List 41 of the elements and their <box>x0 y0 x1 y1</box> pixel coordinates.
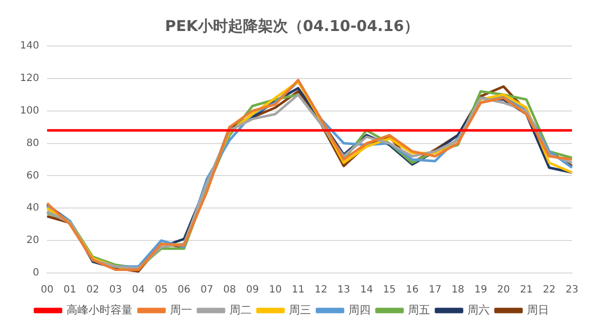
x-tick-label: 09 <box>246 284 259 296</box>
y-tick-label: 80 <box>26 138 40 149</box>
x-tick-label: 06 <box>178 284 190 296</box>
y-tick-label: 120 <box>20 73 40 84</box>
legend-label: 高峰小时容量 <box>66 303 132 316</box>
legend-label: 周五 <box>408 303 430 316</box>
legend-label: 周二 <box>230 303 252 316</box>
x-tick-label: 01 <box>64 284 76 296</box>
x-tick-label: 07 <box>200 284 214 296</box>
legend-label: 周六 <box>468 303 490 316</box>
y-tick-label: 40 <box>26 202 40 214</box>
x-tick-label: 21 <box>520 284 533 296</box>
y-tick-label: 100 <box>20 105 40 116</box>
legend-label: 周三 <box>289 303 311 316</box>
x-tick-label: 03 <box>109 284 122 296</box>
x-tick-label: 08 <box>223 284 236 296</box>
legend-label: 周一 <box>170 303 192 316</box>
legend-label: 周日 <box>527 303 549 316</box>
x-tick-label: 22 <box>542 284 556 296</box>
y-tick-label: 20 <box>26 235 40 246</box>
x-tick-label: 10 <box>268 284 282 296</box>
x-tick-label: 00 <box>40 284 54 296</box>
x-tick-label: 13 <box>337 284 350 296</box>
x-tick-label: 19 <box>474 284 488 296</box>
x-tick-label: 17 <box>428 284 442 296</box>
y-tick-label: 60 <box>26 170 40 182</box>
x-tick-label: 23 <box>566 284 578 296</box>
x-tick-label: 05 <box>154 284 168 296</box>
x-tick-label: 18 <box>452 284 464 296</box>
x-tick-label: 12 <box>314 284 328 296</box>
y-tick-label: 140 <box>20 40 40 52</box>
y-tick-label: 0 <box>32 268 40 279</box>
legend-label: 周四 <box>348 303 370 316</box>
x-tick-label: 20 <box>497 284 510 296</box>
chart-title: PEK小时起降架次（04.10-04.16） <box>165 16 419 35</box>
x-tick-label: 15 <box>383 284 396 296</box>
x-tick-label: 16 <box>406 284 419 296</box>
x-tick-label: 11 <box>292 284 304 296</box>
x-tick-label: 14 <box>360 284 373 296</box>
x-tick-label: 04 <box>132 284 145 296</box>
x-tick-label: 02 <box>86 284 100 296</box>
